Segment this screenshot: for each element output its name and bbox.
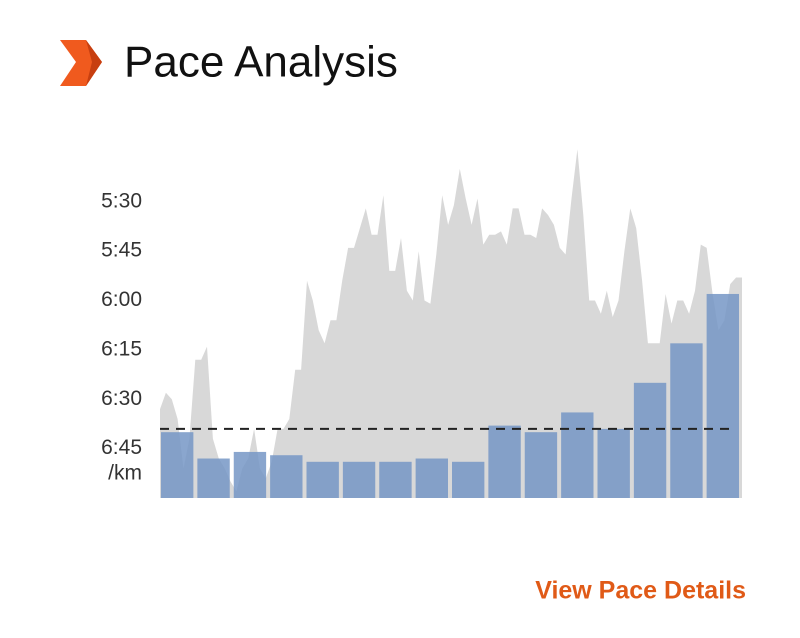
split-bar — [524, 432, 558, 498]
y-tick-label: 6:45 — [101, 436, 142, 459]
split-bar — [670, 343, 703, 498]
split-bar — [270, 455, 303, 498]
y-axis-label: /km — [108, 462, 142, 485]
pace-area — [160, 149, 742, 498]
y-tick-label: 5:45 — [101, 239, 142, 262]
split-bar — [197, 458, 230, 498]
split-bar — [415, 458, 448, 498]
logo-shade — [86, 40, 102, 86]
split-bar — [379, 461, 412, 498]
split-bar — [488, 425, 521, 498]
split-bar — [597, 428, 630, 498]
split-bar — [452, 461, 485, 498]
view-details-link[interactable]: View Pace Details — [535, 577, 746, 605]
split-bar — [306, 461, 339, 498]
split-bar — [706, 293, 739, 498]
split-bar — [233, 451, 267, 498]
split-bar — [161, 432, 194, 498]
split-bar — [342, 461, 376, 498]
title: Pace Analysis — [124, 38, 398, 87]
split-bar — [561, 412, 594, 498]
y-tick-label: 6:00 — [101, 288, 142, 311]
split-bar — [633, 382, 667, 498]
y-tick-label: 5:30 — [101, 189, 142, 212]
y-tick-label: 6:15 — [101, 337, 142, 360]
y-tick-label: 6:30 — [101, 387, 142, 410]
